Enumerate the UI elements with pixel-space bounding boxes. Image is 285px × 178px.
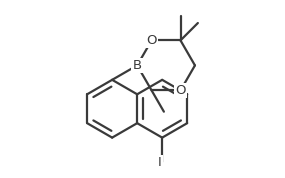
Text: O: O — [146, 34, 157, 47]
Text: O: O — [175, 84, 186, 97]
Text: B: B — [133, 59, 142, 72]
Text: I: I — [158, 156, 162, 169]
